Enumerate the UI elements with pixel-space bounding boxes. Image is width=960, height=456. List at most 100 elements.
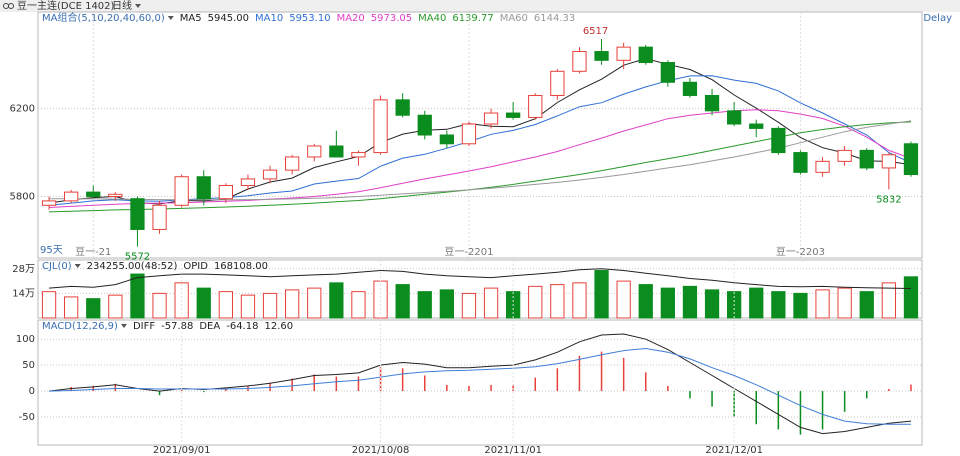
candle-body xyxy=(329,145,344,158)
candle-body xyxy=(771,127,786,154)
candle-body xyxy=(881,154,896,169)
candle-body xyxy=(64,191,79,202)
volume-bar xyxy=(771,291,786,319)
title-bar xyxy=(0,0,960,12)
candle-body xyxy=(130,198,145,230)
dropdown-icon[interactable] xyxy=(135,4,141,8)
volume-bar xyxy=(351,291,366,319)
volume-bar xyxy=(461,292,477,319)
legend-value: 5945.00 xyxy=(208,13,249,24)
y-tick-label: 14万 xyxy=(12,288,35,299)
panel-frame xyxy=(37,259,923,319)
volume-bar xyxy=(660,287,675,319)
volume-bar xyxy=(130,273,145,319)
volume-bar xyxy=(41,291,57,319)
candle-body xyxy=(86,191,101,198)
legend-name: MA40 xyxy=(418,13,446,24)
volume-bar xyxy=(704,289,720,319)
volume-bar xyxy=(108,294,123,319)
candle-body xyxy=(461,123,477,145)
dropdown-icon xyxy=(167,16,174,20)
indicator: MA组合(5,10,20,40,60,0) xyxy=(42,11,165,24)
volume-bar xyxy=(638,284,653,319)
legend-value: -57.88 xyxy=(161,321,193,332)
volume-bar xyxy=(218,291,233,319)
x-tick-label: 2021/09/01 xyxy=(153,445,211,456)
candle-body xyxy=(285,156,300,171)
legend-name: MA20 xyxy=(337,13,365,24)
legend-name: DEA xyxy=(199,321,220,332)
x-tick-label: 2021/11/01 xyxy=(484,445,542,456)
indicator: MACD(12,26,9) xyxy=(42,321,118,332)
volume-bar xyxy=(307,287,322,319)
legend-name: MA60 xyxy=(500,13,528,24)
legend-value: 6144.33 xyxy=(534,13,575,24)
volume-bar xyxy=(196,287,211,319)
volume-bar xyxy=(152,292,167,319)
legend-value: 5953.10 xyxy=(289,13,330,24)
min-label: 5572 xyxy=(125,252,150,263)
candle-body xyxy=(660,62,675,83)
candle-body xyxy=(174,176,189,206)
volume-bar xyxy=(86,298,101,319)
line xyxy=(49,120,912,201)
x-tick-label: 2021/10/08 xyxy=(352,445,410,456)
volume-bar xyxy=(329,282,344,319)
x-tick-label: 2021/12/01 xyxy=(705,445,763,456)
volume-bar xyxy=(483,287,499,319)
candle-body xyxy=(616,46,631,61)
line xyxy=(48,75,912,206)
candle-body xyxy=(528,94,543,118)
candle-body xyxy=(196,176,211,200)
volume-bar xyxy=(682,285,698,319)
candle-body xyxy=(837,149,852,162)
contract-label: 豆一-2201 xyxy=(444,246,493,258)
candle-body xyxy=(395,99,410,116)
volume-bar xyxy=(240,294,256,319)
panel-frame xyxy=(37,319,923,446)
status: Delay xyxy=(923,13,952,24)
legend-value: 234255.00(48:52) xyxy=(87,261,178,272)
y-tick-label: 50 xyxy=(22,360,35,371)
line xyxy=(48,268,912,289)
candle-body xyxy=(262,169,278,180)
volume-bar xyxy=(528,285,543,319)
volume-bar xyxy=(572,282,587,319)
candle-body xyxy=(793,152,808,173)
indicator: CJL(0) xyxy=(42,261,72,272)
line xyxy=(48,333,912,435)
legend-value: 5973.05 xyxy=(371,13,412,24)
legend-name: DIFF xyxy=(133,321,155,332)
y-tick-label: 0 xyxy=(29,386,35,397)
volume-bar xyxy=(550,284,565,319)
candle-body xyxy=(704,94,720,112)
link-icon xyxy=(8,3,14,9)
volume-bar xyxy=(749,287,764,319)
volume-bar xyxy=(594,270,609,319)
legend-name: MA10 xyxy=(255,13,283,24)
candle-body xyxy=(240,178,256,187)
line xyxy=(48,347,911,425)
symbol[interactable]: 豆一主连(DCE 1402) xyxy=(17,0,115,12)
candle-body xyxy=(483,112,499,125)
volume-bar xyxy=(815,289,830,319)
volume-bar xyxy=(439,289,454,319)
y-tick-label: 5800 xyxy=(10,192,35,203)
volume-bar xyxy=(262,292,278,319)
volume-bar xyxy=(616,280,631,319)
legend-name: OPID xyxy=(183,261,208,272)
contract-label: 豆一-21 xyxy=(75,246,111,258)
y-tick-label: 6200 xyxy=(10,104,35,115)
candle-body xyxy=(152,204,167,230)
candle-body xyxy=(351,152,366,158)
candle-body xyxy=(307,145,322,158)
span-label: 95天 xyxy=(40,245,63,256)
y-tick-label: -50 xyxy=(19,412,35,423)
candle-body xyxy=(815,160,830,173)
legend-value: 12.60 xyxy=(264,321,293,332)
period[interactable]: 日线 xyxy=(112,0,132,12)
candle-body xyxy=(859,149,874,169)
candle-body xyxy=(638,46,653,64)
candle-body xyxy=(727,110,742,125)
